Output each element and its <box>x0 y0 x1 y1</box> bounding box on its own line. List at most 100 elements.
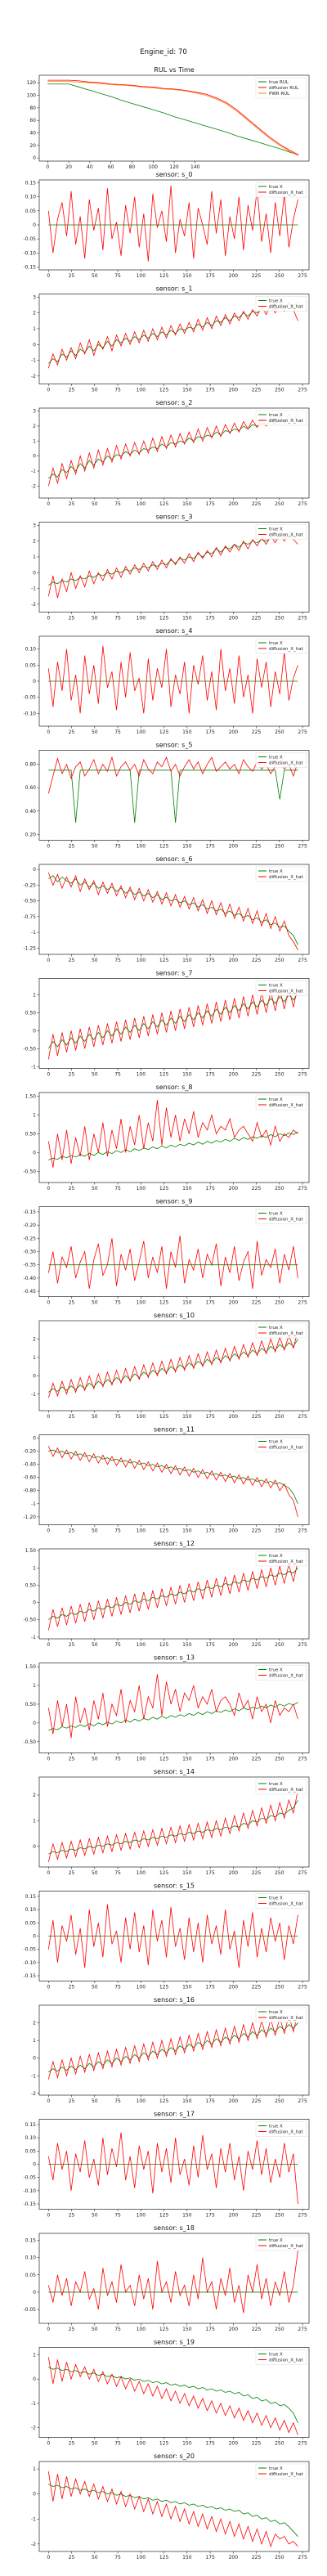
y-tick-label: 0.10 <box>25 647 37 653</box>
legend-entry: diffusion_X_hat <box>269 1674 304 1679</box>
y-tick-label: -2 <box>31 2426 36 2431</box>
x-tick-label: 250 <box>275 1642 284 1648</box>
legend-entry: true X <box>269 299 283 304</box>
legend-entry: diffusion_X_hat <box>269 2130 304 2135</box>
x-tick-label: 275 <box>298 2555 307 2560</box>
x-tick-label: 125 <box>159 273 169 279</box>
legend-entry: true X <box>269 2353 283 2358</box>
x-tick-label: 75 <box>114 2555 121 2560</box>
x-tick-label: 75 <box>114 2098 121 2104</box>
x-tick-label: 200 <box>229 2098 239 2104</box>
x-tick-label: 50 <box>92 1072 98 1078</box>
x-tick-label: 0 <box>47 616 50 622</box>
x-tick-label: 250 <box>275 844 284 850</box>
x-tick-label: 150 <box>182 1757 192 1762</box>
legend-entry: true X <box>269 1097 283 1102</box>
legend-entry: diffusion_X_hat <box>269 875 304 880</box>
x-tick-label: 125 <box>159 1300 169 1306</box>
x-tick-label: 275 <box>298 273 307 279</box>
x-tick-label: 25 <box>69 1757 75 1762</box>
series-line-true <box>48 1703 298 1730</box>
x-tick-label: 125 <box>159 1757 169 1762</box>
y-tick-label: 0 <box>33 222 36 228</box>
y-tick-label: 20 <box>29 143 36 149</box>
y-tick-label: 0 <box>33 1436 36 1442</box>
y-tick-label: -0.50 <box>23 1169 36 1174</box>
legend-entry: true X <box>269 1668 283 1673</box>
x-tick-label: 150 <box>182 2441 192 2447</box>
x-tick-label: 250 <box>275 1528 284 1534</box>
x-tick-label: 50 <box>92 501 98 507</box>
y-tick-label: -2 <box>31 2091 36 2097</box>
y-tick-label: 0.40 <box>25 809 37 815</box>
series-line-true <box>48 1800 298 1854</box>
x-tick-label: 25 <box>69 1870 75 1876</box>
x-tick-label: 75 <box>114 616 121 622</box>
y-tick-label: -0.20 <box>23 1223 36 1228</box>
y-tick-label: 0.15 <box>25 180 37 186</box>
y-tick-label: 3 <box>33 523 36 528</box>
x-tick-label: 0 <box>47 1186 50 1192</box>
x-tick-label: 275 <box>298 1186 307 1192</box>
x-tick-label: 200 <box>229 501 239 507</box>
y-tick-label: 0.05 <box>25 1920 37 1926</box>
x-tick-label: 100 <box>137 1642 146 1648</box>
legend-entry: diffusion_X_hat <box>269 305 304 310</box>
chart-title: sensor: s_12 <box>154 1540 195 1547</box>
x-tick-label: 175 <box>205 501 215 507</box>
legend-entry: true X <box>269 1326 283 1331</box>
x-tick-label: 25 <box>69 958 75 963</box>
x-tick-label: 200 <box>229 1642 239 1648</box>
x-tick-label: 125 <box>159 1414 169 1420</box>
x-tick-label: 200 <box>229 958 239 963</box>
y-tick-label: -0.10 <box>23 2188 36 2194</box>
chart-title: sensor: s_4 <box>156 627 193 635</box>
x-tick-label: 175 <box>205 1985 215 1990</box>
x-tick-label: 150 <box>182 388 192 393</box>
series-line-true <box>48 535 298 586</box>
x-tick-label: 75 <box>114 729 121 735</box>
series-line-pred <box>48 533 298 598</box>
x-tick-label: 75 <box>114 273 121 279</box>
x-tick-label: 75 <box>114 1985 121 1990</box>
series-line-pred <box>48 1100 298 1168</box>
y-tick-label: 120 <box>27 80 37 86</box>
y-tick-label: 0 <box>33 2492 36 2497</box>
legend-entry: diffusion_X_hat <box>269 990 304 994</box>
x-tick-label: 250 <box>275 1072 284 1078</box>
x-tick-label: 50 <box>92 1414 98 1420</box>
chart-6: sensor: s_50 25 50 75 100 125 150 175 200 225 250 2… <box>25 742 309 850</box>
chart-2: sensor: s_10 25 50 75 100 125 150 175 200 225 250 2… <box>31 285 309 393</box>
x-tick-label: 0 <box>47 2555 50 2560</box>
x-tick-label: 150 <box>182 1870 192 1876</box>
x-tick-label: 25 <box>69 1528 75 1534</box>
y-tick-label: 1 <box>33 1355 36 1361</box>
x-tick-label: 175 <box>205 1528 215 1534</box>
x-tick-label: 275 <box>298 2327 307 2332</box>
x-tick-label: 0 <box>47 1072 50 1078</box>
y-tick-label: -0.10 <box>23 1960 36 1966</box>
chart-13: sensor: s_120 25 50 75 100 125 150 175 200 225 250… <box>23 1540 309 1648</box>
x-tick-label: 200 <box>229 388 239 393</box>
y-tick-label: 0.15 <box>25 1894 37 1900</box>
y-tick-label: -2 <box>31 2542 36 2547</box>
legend-entry: true X <box>269 756 283 761</box>
x-tick-label: 200 <box>229 1414 239 1420</box>
x-tick-label: 125 <box>159 844 169 850</box>
x-tick-label: 225 <box>252 501 262 507</box>
x-tick-label: 50 <box>92 1186 98 1192</box>
chart-title: sensor: s_14 <box>154 1768 195 1775</box>
y-tick-label: 0 <box>33 1028 36 1034</box>
x-tick-label: 120 <box>169 164 179 170</box>
x-tick-label: 200 <box>229 2555 239 2560</box>
x-tick-label: 150 <box>182 1072 192 1078</box>
y-tick-label: -0.80 <box>23 1488 36 1494</box>
x-tick-label: 225 <box>252 729 262 735</box>
x-tick-label: 80 <box>129 164 136 170</box>
x-tick-label: 225 <box>252 1414 262 1420</box>
x-tick-label: 100 <box>137 729 146 735</box>
y-tick-label: 1 <box>33 992 36 998</box>
chart-title: sensor: s_15 <box>154 1883 195 1890</box>
y-tick-label: -0.40 <box>23 1462 36 1468</box>
y-tick-label: -1.25 <box>23 945 36 951</box>
